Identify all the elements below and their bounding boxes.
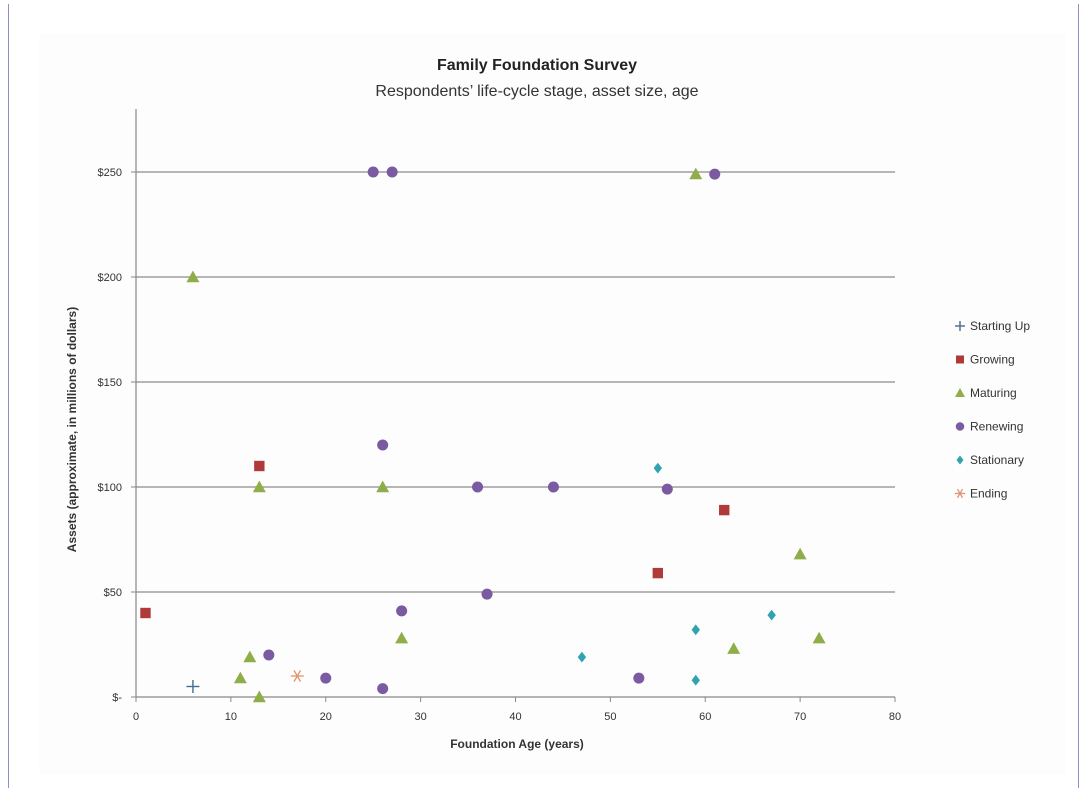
chart-subtitle: Respondents’ life-cycle stage, asset siz… [375,83,698,100]
data-point-growing [719,504,730,516]
legend-marker-renewing [955,422,965,431]
x-tick-label: 20 [320,711,332,723]
data-point-renewing [386,166,398,178]
x-tick-label: 70 [794,711,806,723]
y-tick-label: $100 [98,482,122,494]
legend-label-renewing: Renewing [970,420,1023,434]
y-tick-label: $200 [98,272,122,284]
data-point-growing [254,460,265,472]
data-point-maturing [252,690,266,703]
data-point-ending-ray [293,670,302,682]
x-tick-label: 50 [604,711,616,723]
data-point-stationary [767,609,776,621]
chart-title: Family Foundation Survey [437,57,637,74]
data-point-maturing [243,650,257,663]
data-point-ending [290,670,304,682]
legend-marker-ending-ray [956,488,964,499]
data-point-growing [140,607,151,619]
data-point-renewing [633,672,645,684]
data-point-maturing [376,480,390,493]
data-point-renewing [263,649,275,661]
data-point-renewing [367,166,379,178]
data-point-renewing [396,605,408,617]
y-tick-label: $250 [98,167,122,179]
x-axis-title: Foundation Age (years) [450,737,584,751]
data-point-maturing [252,480,266,493]
data-point-renewing [320,672,332,684]
data-point-maturing [793,547,807,560]
data-point-growing [652,567,664,579]
y-axis-title: Assets (approximate, in millions of doll… [65,307,79,552]
x-tick-label: 40 [509,711,521,723]
x-tick-label: 60 [699,711,711,723]
data-point-stationary [691,674,700,686]
data-point-maturing [186,270,200,283]
scatter-chart: Family Foundation Survey Respondents’ lif… [65,57,1030,751]
legend-marker-ending [955,488,965,499]
data-point-maturing [689,167,703,180]
data-point-maturing [233,671,247,684]
data-point-maturing [727,642,741,654]
data-point-renewing [377,439,389,451]
y-tick-label: $150 [98,377,122,389]
legend-marker-maturing [955,388,965,397]
data-point-starting-up [186,680,200,693]
data-point-stationary [691,624,700,636]
data-point-stationary [577,651,587,663]
data-point-renewing [481,588,493,600]
data-point-renewing [472,481,484,493]
data-point-maturing [812,631,826,644]
data-point-renewing [547,481,559,493]
legend-label-ending: Ending [970,487,1007,501]
legend-marker-starting-up [955,321,965,331]
data-point-renewing [377,683,389,695]
x-tick-label: 80 [889,711,901,723]
legend-marker-growing [956,355,964,364]
x-tick-label: 10 [225,711,237,723]
legend-label-stationary: Stationary [970,453,1024,467]
chart-panel: Family Foundation Survey Respondents’ lif… [39,34,1066,774]
data-point-renewing [661,483,673,495]
data-point-stationary [653,462,663,474]
x-tick-label: 30 [415,711,427,723]
legend-marker-stationary [956,455,964,465]
data-point-renewing [709,168,721,180]
window-frame: Family Foundation Survey Respondents’ lif… [8,4,1079,788]
legend-label-starting-up: Starting Up [970,319,1030,333]
x-tick-label: 0 [133,711,139,723]
y-tick-label: $- [112,692,122,704]
legend-label-growing: Growing [970,353,1015,367]
y-tick-label: $50 [104,587,122,599]
legend-label-maturing: Maturing [970,386,1017,400]
data-point-maturing [395,631,409,644]
